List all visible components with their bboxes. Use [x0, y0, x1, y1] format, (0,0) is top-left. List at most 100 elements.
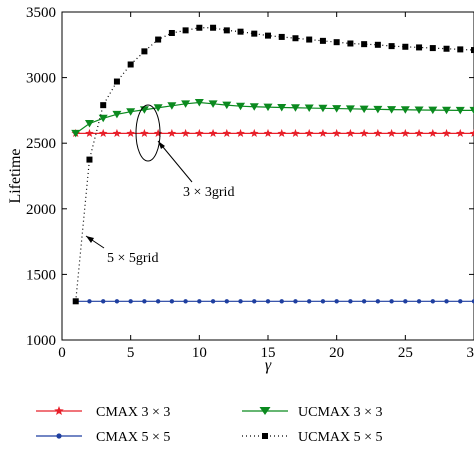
- data-point-triangle: [263, 103, 273, 112]
- data-point-triangle: [236, 102, 246, 111]
- legend-item-ucmax3: UCMAX 3 × 3: [242, 405, 383, 420]
- data-point-square: [251, 30, 258, 37]
- data-point-circle: [458, 299, 463, 304]
- data-point-circle: [224, 299, 229, 304]
- data-point-star: [181, 128, 190, 137]
- data-point-triangle: [222, 101, 232, 110]
- legend-item-ucmax5: UCMAX 5 × 5: [242, 430, 383, 445]
- data-point-square: [292, 35, 299, 42]
- data-point-triangle: [455, 106, 465, 115]
- data-point-square: [237, 28, 244, 35]
- data-point-triangle: [400, 106, 410, 114]
- legend-item-cmax5: CMAX 5 × 5: [36, 430, 170, 445]
- data-point-star: [359, 128, 369, 137]
- data-point-square: [155, 36, 162, 43]
- data-point-star: [291, 128, 300, 137]
- data-point-triangle: [71, 129, 81, 138]
- y-tick-labels: 1000 1500 2000 2500 3000 3500: [26, 5, 56, 349]
- data-point-star: [98, 128, 108, 137]
- x-tick-label: 0: [58, 345, 66, 361]
- data-point-triangle: [194, 99, 204, 107]
- data-point-star: [126, 128, 135, 137]
- data-point-star: [277, 128, 287, 137]
- y-tick-label: 1000: [26, 333, 56, 349]
- x-tick-label: 25: [398, 345, 413, 361]
- plot-frame: [61, 11, 474, 341]
- data-point-circle: [87, 299, 92, 304]
- data-point-star: [153, 128, 163, 137]
- data-point-circle: [142, 299, 147, 304]
- data-point-star: [222, 128, 232, 137]
- data-point-triangle: [84, 120, 94, 128]
- data-point-star: [469, 128, 474, 137]
- legend-item-cmax3: CMAX 3 × 3: [36, 405, 170, 420]
- data-point-star: [346, 128, 355, 137]
- legend-label-cmax3: CMAX 3 × 3: [96, 405, 170, 420]
- data-point-star: [167, 128, 177, 137]
- data-point-square: [443, 45, 450, 52]
- data-point-circle: [375, 299, 381, 304]
- data-point-star: [112, 128, 122, 137]
- data-point-square: [333, 39, 340, 46]
- data-point-square: [306, 36, 313, 43]
- data-point-circle: [210, 299, 216, 304]
- legend-triangle-marker: [259, 407, 271, 415]
- y-tick-label: 3500: [26, 5, 56, 21]
- data-point-star: [263, 128, 273, 137]
- data-point-circle: [361, 299, 367, 304]
- data-point-square: [278, 33, 285, 40]
- data-point-triangle: [304, 104, 314, 113]
- y-axis-label: Lifetime: [7, 148, 24, 203]
- data-point-star: [373, 128, 383, 137]
- data-point-triangle: [208, 100, 218, 108]
- x-tick-label: 30: [467, 345, 474, 361]
- data-point-square: [72, 298, 79, 305]
- data-point-triangle: [167, 102, 177, 110]
- x-tick-label: 5: [127, 345, 135, 361]
- data-point-star: [455, 128, 465, 137]
- x-axis-label: γ: [265, 357, 272, 374]
- data-point-star: [236, 128, 245, 137]
- data-point-star: [428, 128, 438, 137]
- data-point-circle: [444, 299, 449, 304]
- y-tick-label: 3000: [26, 71, 56, 87]
- data-point-triangle: [428, 106, 438, 115]
- grid3-ellipse: [135, 104, 161, 162]
- data-point-circle: [128, 299, 133, 304]
- x-tick-label: 10: [192, 345, 207, 361]
- data-point-circle: [155, 299, 161, 304]
- data-point-star: [414, 128, 424, 137]
- data-point-square: [471, 47, 474, 54]
- data-point-square: [361, 41, 368, 48]
- data-point-triangle: [387, 106, 397, 114]
- grid3-arrowhead: [158, 141, 165, 149]
- data-point-star: [442, 128, 451, 137]
- data-point-circle: [265, 299, 271, 304]
- data-point-circle: [279, 299, 284, 304]
- data-point-circle: [101, 299, 106, 304]
- data-point-triangle: [359, 105, 369, 114]
- data-point-square: [113, 78, 120, 85]
- data-point-triangle: [469, 106, 474, 115]
- data-point-triangle: [98, 114, 108, 123]
- data-point-triangle: [442, 106, 452, 115]
- data-point-square: [347, 40, 354, 47]
- data-point-circle: [320, 299, 326, 304]
- data-point-square: [182, 27, 189, 34]
- data-point-square: [319, 37, 326, 44]
- legend-square-marker: [262, 433, 268, 439]
- data-point-circle: [238, 299, 243, 304]
- y-tick-label: 2000: [26, 202, 56, 218]
- data-point-triangle: [181, 100, 191, 108]
- data-point-circle: [114, 299, 120, 304]
- data-point-star: [85, 128, 94, 137]
- series-1: [73, 299, 474, 304]
- data-point-square: [196, 24, 203, 31]
- y-tick-label: 2500: [26, 136, 56, 152]
- data-point-star: [387, 128, 396, 137]
- data-point-square: [100, 102, 107, 109]
- legend-label-ucmax3: UCMAX 3 × 3: [298, 405, 383, 420]
- series-0: [71, 128, 474, 137]
- x-tick-label: 20: [329, 345, 344, 361]
- data-point-circle: [183, 299, 188, 304]
